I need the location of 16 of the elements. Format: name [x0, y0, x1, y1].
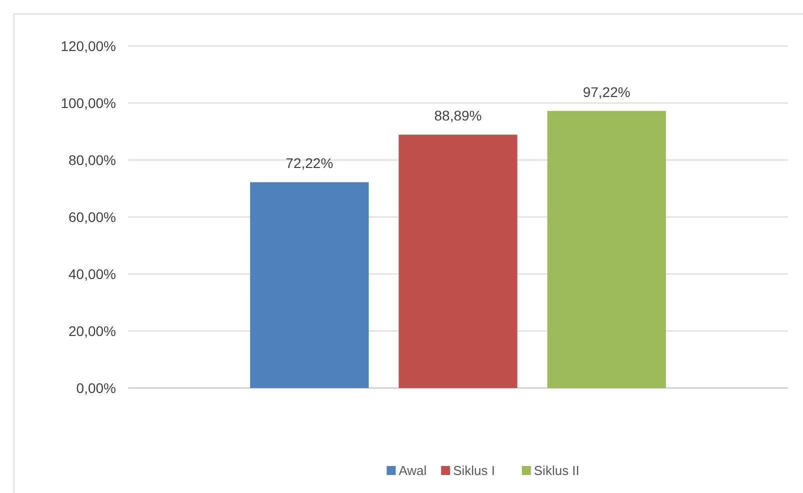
y-tick-label: 60,00% — [68, 209, 116, 225]
bar — [398, 134, 518, 388]
bar — [250, 182, 369, 388]
legend-label: Siklus I — [453, 463, 496, 478]
bar — [547, 110, 666, 388]
y-tick-label: 120,00% — [60, 38, 116, 54]
y-tick-label: 40,00% — [68, 266, 116, 282]
data-label: 88,89% — [434, 108, 482, 124]
legend-label: Awal — [398, 463, 427, 478]
legend-label: Siklus II — [534, 463, 580, 478]
y-tick-label: 80,00% — [68, 152, 116, 168]
data-label: 97,22% — [582, 84, 630, 100]
y-tick-label: 0,00% — [76, 380, 116, 396]
y-tick-label: 100,00% — [60, 95, 116, 111]
data-label: 72,22% — [286, 155, 334, 172]
y-tick-label: 20,00% — [68, 323, 116, 339]
